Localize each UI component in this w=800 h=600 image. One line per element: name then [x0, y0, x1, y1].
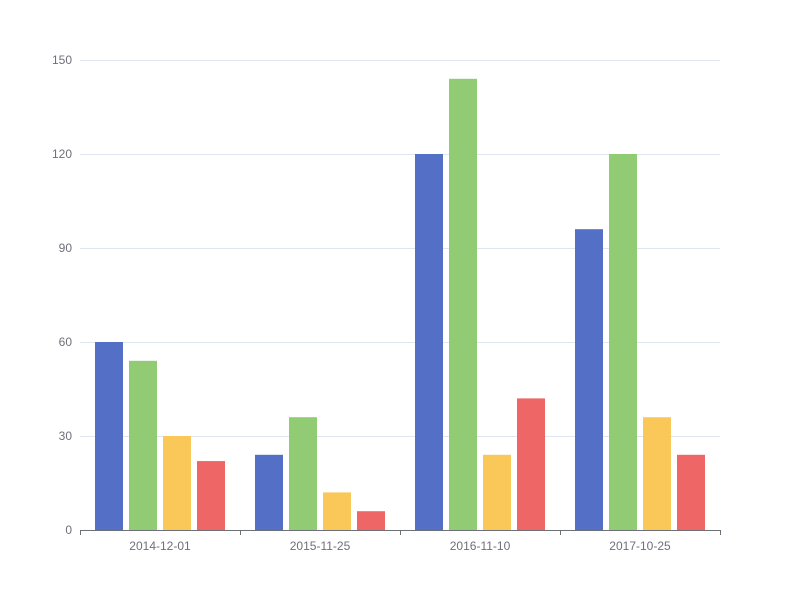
bar	[255, 454, 283, 530]
bar	[289, 417, 317, 530]
y-tick-label: 90	[59, 241, 73, 255]
y-tick-label: 0	[65, 523, 72, 537]
bar	[129, 360, 157, 530]
bar	[643, 417, 671, 530]
tick-labels: 0 30 60 90 120 150 2014-12-01 2015-11-25 2016-11…	[52, 53, 671, 553]
bar	[483, 454, 511, 530]
bar	[449, 78, 477, 531]
axes	[80, 530, 721, 535]
bar	[357, 511, 385, 530]
y-tick-label: 120	[52, 147, 72, 161]
y-tick-label: 60	[59, 335, 73, 349]
bar	[95, 342, 123, 530]
x-tick-label: 2017-10-25	[609, 539, 671, 553]
bars	[95, 78, 705, 531]
bar	[609, 154, 637, 530]
bar	[517, 398, 545, 530]
x-tick-label: 2014-12-01	[129, 539, 191, 553]
x-tick-label: 2015-11-25	[290, 539, 351, 553]
bar	[575, 229, 603, 530]
bar	[323, 492, 351, 530]
bar	[677, 454, 705, 530]
bar	[415, 154, 443, 530]
bar	[197, 461, 225, 530]
bar	[163, 436, 191, 530]
x-tick-label: 2016-11-10	[450, 539, 511, 553]
y-tick-label: 150	[52, 53, 72, 67]
y-tick-label: 30	[59, 429, 73, 443]
